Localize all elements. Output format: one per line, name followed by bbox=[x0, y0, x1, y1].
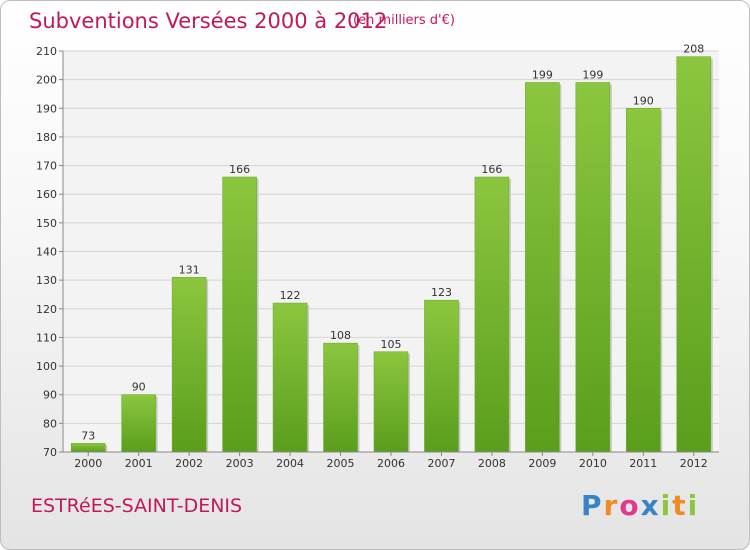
y-tick-label: 120 bbox=[36, 303, 57, 316]
bar-2000 bbox=[70, 443, 106, 453]
chart-subtitle: (en milliers d'€) bbox=[353, 13, 455, 28]
value-label-2009: 199 bbox=[532, 69, 553, 82]
logo-letter: x bbox=[640, 489, 661, 522]
bar-2009 bbox=[525, 82, 560, 453]
x-tick-label-2001: 2001 bbox=[125, 457, 153, 470]
logo-letter: t bbox=[672, 489, 688, 522]
x-tick-label-2004: 2004 bbox=[276, 457, 304, 470]
value-label-2001: 90 bbox=[132, 381, 146, 394]
y-tick-label: 190 bbox=[36, 102, 57, 115]
y-tick-label: 150 bbox=[36, 217, 57, 230]
logo-letter: i bbox=[687, 489, 700, 522]
y-tick-label: 200 bbox=[36, 74, 57, 87]
x-tick-label-2011: 2011 bbox=[629, 457, 657, 470]
value-label-2005: 108 bbox=[330, 329, 351, 342]
y-tick-label: 90 bbox=[43, 389, 57, 402]
x-tick-label-2006: 2006 bbox=[377, 457, 405, 470]
bar-2011 bbox=[626, 107, 661, 453]
bar-2007 bbox=[424, 299, 459, 453]
place-name: ESTRéES-SAINT-DENIS bbox=[31, 495, 243, 517]
bar-2012 bbox=[676, 56, 712, 453]
value-label-2004: 122 bbox=[280, 289, 301, 302]
bar-2008 bbox=[474, 176, 510, 453]
x-tick-label-2012: 2012 bbox=[680, 457, 708, 470]
value-label-2010: 199 bbox=[582, 69, 603, 82]
value-label-2007: 123 bbox=[431, 286, 452, 299]
bar-2006 bbox=[373, 351, 409, 453]
y-tick-label: 130 bbox=[36, 274, 57, 287]
logo-letter: r bbox=[603, 489, 620, 522]
y-tick-label: 180 bbox=[36, 131, 57, 144]
y-tick-label: 210 bbox=[36, 45, 57, 58]
bar-2003 bbox=[222, 176, 257, 453]
y-tick-label: 70 bbox=[43, 446, 57, 459]
value-label-2006: 105 bbox=[381, 338, 402, 351]
value-label-2012: 208 bbox=[683, 43, 704, 56]
value-label-2008: 166 bbox=[481, 163, 502, 176]
y-tick-label: 140 bbox=[36, 246, 57, 259]
x-tick-label-2005: 2005 bbox=[327, 457, 355, 470]
bar-2010 bbox=[575, 82, 611, 453]
logo-letter: i bbox=[660, 489, 673, 522]
x-tick-label-2007: 2007 bbox=[427, 457, 455, 470]
bar-2005 bbox=[323, 342, 358, 453]
y-tick-label: 100 bbox=[36, 360, 57, 373]
bar-2002 bbox=[171, 276, 207, 453]
bar-2001 bbox=[121, 394, 156, 453]
x-tick-label-2009: 2009 bbox=[528, 457, 556, 470]
chart-title: Subventions Versées 2000 à 2012 bbox=[29, 9, 388, 33]
y-tick-label: 170 bbox=[36, 160, 57, 173]
value-label-2000: 73 bbox=[81, 429, 95, 442]
logo-letter: o bbox=[619, 489, 641, 522]
y-tick-label: 80 bbox=[43, 417, 57, 430]
value-label-2003: 166 bbox=[229, 163, 250, 176]
bar-2004 bbox=[272, 302, 308, 453]
x-tick-label-2003: 2003 bbox=[226, 457, 254, 470]
value-label-2002: 131 bbox=[179, 263, 200, 276]
y-tick-label: 110 bbox=[36, 331, 57, 344]
value-label-2011: 190 bbox=[633, 94, 654, 107]
y-tick-label: 160 bbox=[36, 188, 57, 201]
proxiti-logo: Proxiti bbox=[581, 489, 699, 522]
x-tick-label-2008: 2008 bbox=[478, 457, 506, 470]
x-tick-label-2000: 2000 bbox=[74, 457, 102, 470]
logo-letter: P bbox=[581, 489, 604, 522]
x-tick-label-2002: 2002 bbox=[175, 457, 203, 470]
x-tick-label-2010: 2010 bbox=[579, 457, 607, 470]
